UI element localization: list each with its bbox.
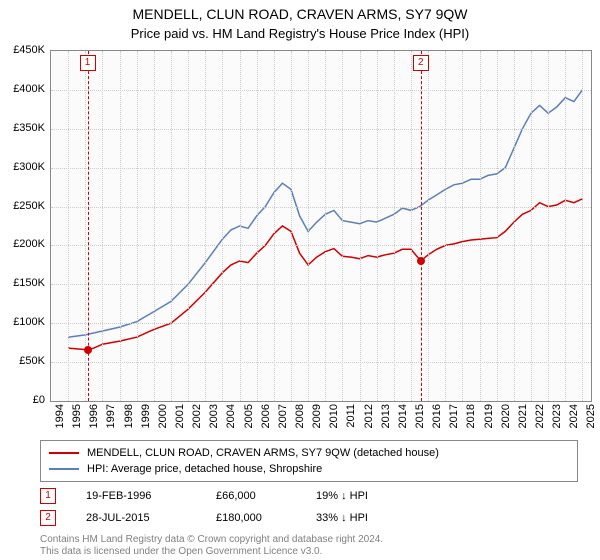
legend-label-hpi: HPI: Average price, detached house, Shro… bbox=[87, 463, 322, 475]
transaction-dot bbox=[84, 346, 92, 354]
x-tick-label: 2022 bbox=[534, 404, 546, 428]
series-svg bbox=[51, 51, 591, 401]
transaction-number-box: 2 bbox=[413, 55, 429, 71]
transaction-vline bbox=[421, 51, 422, 401]
transaction-dot bbox=[417, 257, 425, 265]
legend-item-hpi: HPI: Average price, detached house, Shro… bbox=[49, 461, 569, 477]
y-tick-label: £400K bbox=[0, 83, 45, 95]
x-tick-label: 2020 bbox=[500, 404, 512, 428]
y-tick-label: £100K bbox=[0, 316, 45, 328]
x-tick-label: 2001 bbox=[174, 404, 186, 428]
y-tick-label: £200K bbox=[0, 238, 45, 250]
transaction-date-1: 19-FEB-1996 bbox=[86, 490, 216, 502]
x-tick-label: 2009 bbox=[311, 404, 323, 428]
transaction-row-2: 2 28-JUL-2015 £180,000 33% ↓ HPI bbox=[40, 510, 560, 526]
x-tick-label: 2006 bbox=[260, 404, 272, 428]
y-tick-label: £50K bbox=[0, 355, 45, 367]
x-tick-label: 2002 bbox=[191, 404, 203, 428]
x-tick-label: 2018 bbox=[465, 404, 477, 428]
legend-label-property: MENDELL, CLUN ROAD, CRAVEN ARMS, SY7 9QW… bbox=[87, 447, 439, 459]
transaction-number-box: 1 bbox=[80, 55, 96, 71]
x-tick-label: 2021 bbox=[517, 404, 529, 428]
x-tick-label: 2007 bbox=[277, 404, 289, 428]
price-chart-container: MENDELL, CLUN ROAD, CRAVEN ARMS, SY7 9QW… bbox=[0, 0, 600, 560]
x-tick-label: 2019 bbox=[483, 404, 495, 428]
x-tick-label: 1996 bbox=[88, 404, 100, 428]
x-tick-label: 2011 bbox=[345, 404, 357, 428]
y-tick-label: £150K bbox=[0, 277, 45, 289]
transaction-row-1: 1 19-FEB-1996 £66,000 19% ↓ HPI bbox=[40, 488, 560, 504]
x-tick-label: 2004 bbox=[225, 404, 237, 428]
x-tick-label: 2013 bbox=[380, 404, 392, 428]
x-tick-label: 2008 bbox=[294, 404, 306, 428]
transaction-date-2: 28-JUL-2015 bbox=[86, 512, 216, 524]
x-tick-label: 1997 bbox=[105, 404, 117, 428]
y-tick-label: £250K bbox=[0, 200, 45, 212]
transaction-diff-1: 19% ↓ HPI bbox=[316, 490, 368, 502]
footer-line-1: Contains HM Land Registry data © Crown c… bbox=[40, 534, 383, 546]
x-tick-label: 1994 bbox=[54, 404, 66, 428]
plot-area: 12 bbox=[50, 50, 592, 402]
transaction-diff-2: 33% ↓ HPI bbox=[316, 512, 368, 524]
chart-title: MENDELL, CLUN ROAD, CRAVEN ARMS, SY7 9QW bbox=[0, 6, 600, 22]
x-tick-label: 2000 bbox=[157, 404, 169, 428]
legend-swatch-hpi bbox=[49, 468, 79, 470]
x-tick-label: 2016 bbox=[431, 404, 443, 428]
x-tick-label: 2010 bbox=[328, 404, 340, 428]
y-tick-label: £350K bbox=[0, 122, 45, 134]
x-tick-label: 2014 bbox=[397, 404, 409, 428]
x-tick-label: 2017 bbox=[448, 404, 460, 428]
transaction-price-2: £180,000 bbox=[216, 512, 316, 524]
x-tick-label: 2003 bbox=[208, 404, 220, 428]
footer-line-2: This data is licensed under the Open Gov… bbox=[40, 546, 383, 558]
legend: MENDELL, CLUN ROAD, CRAVEN ARMS, SY7 9QW… bbox=[40, 440, 578, 482]
x-tick-label: 1998 bbox=[123, 404, 135, 428]
x-tick-label: 1995 bbox=[71, 404, 83, 428]
x-tick-label: 2012 bbox=[363, 404, 375, 428]
x-tick-label: 2023 bbox=[551, 404, 563, 428]
legend-swatch-property bbox=[49, 452, 79, 454]
x-tick-label: 1999 bbox=[140, 404, 152, 428]
x-tick-label: 2025 bbox=[585, 404, 597, 428]
footer: Contains HM Land Registry data © Crown c… bbox=[40, 534, 383, 558]
x-tick-label: 2024 bbox=[568, 404, 580, 428]
chart-subtitle: Price paid vs. HM Land Registry's House … bbox=[0, 26, 600, 41]
y-tick-label: £300K bbox=[0, 161, 45, 173]
transaction-marker-1: 1 bbox=[40, 488, 56, 504]
x-tick-label: 2005 bbox=[243, 404, 255, 428]
y-tick-label: £450K bbox=[0, 44, 45, 56]
transaction-marker-2: 2 bbox=[40, 510, 56, 526]
legend-item-property: MENDELL, CLUN ROAD, CRAVEN ARMS, SY7 9QW… bbox=[49, 445, 569, 461]
x-tick-label: 2015 bbox=[414, 404, 426, 428]
transaction-price-1: £66,000 bbox=[216, 490, 316, 502]
y-tick-label: £0 bbox=[0, 394, 45, 406]
